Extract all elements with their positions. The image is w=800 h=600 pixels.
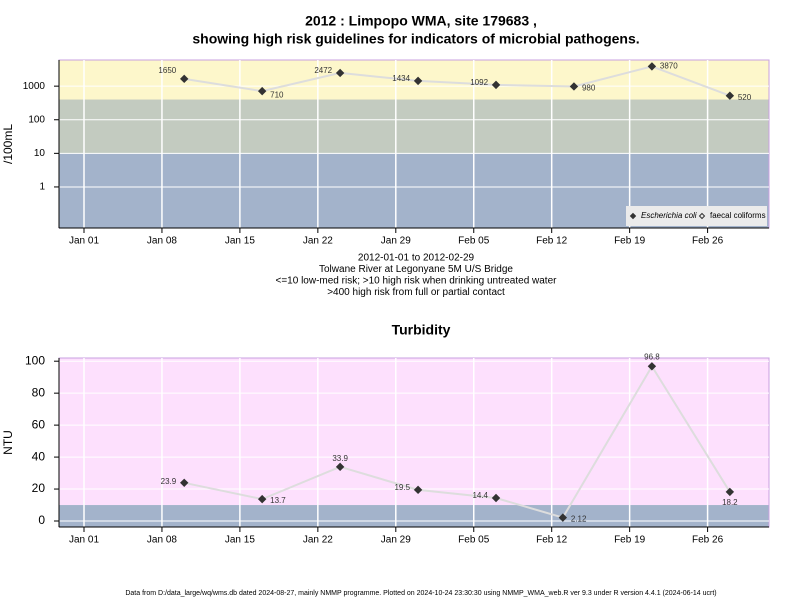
x-tick-label: Jan 01 xyxy=(69,236,99,247)
legend-marker xyxy=(698,212,706,220)
data-point xyxy=(257,86,267,96)
data-point xyxy=(180,478,189,488)
risk-band xyxy=(59,505,769,527)
x-tick-label: Jan 29 xyxy=(381,236,411,247)
data-point xyxy=(335,68,345,78)
data-point xyxy=(413,76,423,86)
data-point xyxy=(558,513,568,522)
y-tick-label: 0 xyxy=(38,513,45,527)
x-tick-label: Feb 05 xyxy=(458,236,490,247)
x-tick-label: Jan 22 xyxy=(303,535,333,546)
y-axis-label: /100mL xyxy=(1,124,15,164)
data-point xyxy=(180,74,189,84)
chart-note: <=10 low-med risk; >10 high risk when dr… xyxy=(276,276,558,287)
y-tick-label: 1000 xyxy=(23,81,46,92)
chart-title: 2012 : Limpopo WMA, site 179683 , xyxy=(305,13,537,29)
data-label: 710 xyxy=(270,90,284,99)
data-label: 3870 xyxy=(660,62,678,71)
x-tick-label: Feb 05 xyxy=(458,535,490,546)
x-tick-label: Jan 01 xyxy=(69,535,99,546)
data-label: 14.4 xyxy=(472,491,488,500)
y-tick-label: 1 xyxy=(39,182,45,193)
legend-marker xyxy=(629,212,637,220)
chart-title: Turbidity xyxy=(392,322,451,338)
data-point xyxy=(647,362,657,371)
data-point xyxy=(725,487,735,497)
data-label: 33.9 xyxy=(332,454,348,463)
legend-label: Escherichia coli xyxy=(641,211,697,220)
data-label: 1650 xyxy=(158,66,176,75)
y-axis-label: NTU xyxy=(1,430,15,455)
data-point xyxy=(725,91,735,100)
y-tick-label: 10 xyxy=(34,148,46,159)
risk-band xyxy=(59,99,769,154)
chart-note: >400 high risk from full or partial cont… xyxy=(327,287,505,298)
data-label: 520 xyxy=(738,93,752,102)
x-tick-label: Jan 08 xyxy=(147,535,177,546)
data-point xyxy=(257,494,267,504)
data-label: 1092 xyxy=(470,78,488,87)
data-label: 980 xyxy=(582,84,596,93)
y-tick-label: 40 xyxy=(32,449,46,463)
data-label: 2472 xyxy=(314,66,332,75)
data-point xyxy=(569,82,579,91)
data-point xyxy=(491,80,501,90)
x-tick-label: Jan 08 xyxy=(147,236,177,247)
series-line xyxy=(184,364,731,519)
risk-band xyxy=(59,358,769,506)
x-tick-label: Feb 26 xyxy=(692,535,724,546)
data-label: 19.5 xyxy=(394,483,410,492)
x-tick-label: Feb 12 xyxy=(536,236,568,247)
y-tick-label: 80 xyxy=(32,385,46,399)
x-tick-label: Jan 29 xyxy=(381,535,411,546)
data-label: 2.12 xyxy=(571,515,587,524)
data-point xyxy=(335,462,345,472)
chart-subtitle: showing high risk guidelines for indicat… xyxy=(192,31,639,47)
y-tick-label: 60 xyxy=(32,417,46,431)
y-tick-label: 100 xyxy=(28,114,45,125)
data-label: 18.2 xyxy=(722,498,738,507)
y-tick-label: 100 xyxy=(25,353,45,367)
data-point xyxy=(647,62,657,71)
chart-note: Tolwane River at Legonyane 5M U/S Bridge xyxy=(319,264,513,275)
x-tick-label: Feb 12 xyxy=(536,535,568,546)
x-tick-label: Jan 22 xyxy=(303,236,333,247)
data-label: 13.7 xyxy=(270,496,286,505)
data-label: 1434 xyxy=(392,74,410,83)
legend-box xyxy=(626,206,767,226)
x-tick-label: Feb 26 xyxy=(692,236,724,247)
series-line xyxy=(184,65,731,97)
x-tick-label: Feb 19 xyxy=(614,535,646,546)
x-tick-label: Jan 15 xyxy=(225,236,255,247)
data-label: 23.9 xyxy=(161,477,177,486)
chart-note: 2012-01-01 to 2012-02-29 xyxy=(358,253,475,264)
y-tick-label: 20 xyxy=(32,481,46,495)
legend-label: faecal coliforms xyxy=(710,211,766,220)
footer: Data from D:/data_large/wq/wms.db dated … xyxy=(125,590,716,597)
x-tick-label: Feb 19 xyxy=(614,236,646,247)
data-point xyxy=(491,493,501,503)
x-tick-label: Jan 15 xyxy=(225,535,255,546)
data-point xyxy=(413,485,423,495)
data-label: 96.8 xyxy=(644,352,660,361)
